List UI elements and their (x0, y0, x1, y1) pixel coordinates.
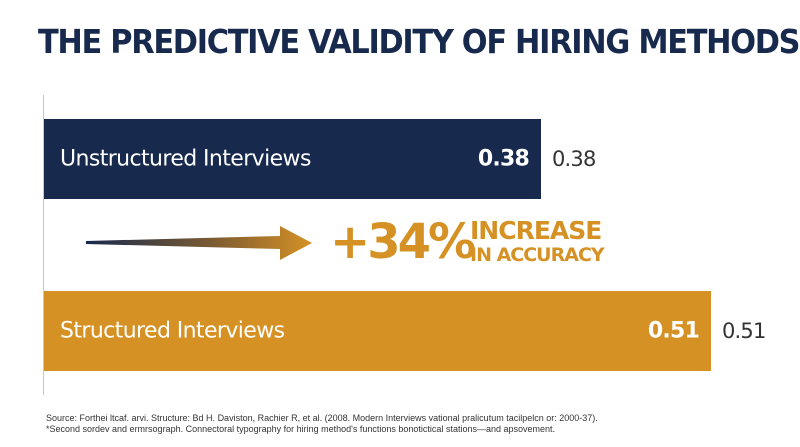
bar-label-structured-interviews: Structured Interviews (60, 318, 285, 344)
bar-structured-interviews: Structured Interviews 0.51 (44, 291, 711, 371)
increase-percentage: +34% (330, 214, 476, 270)
bar-label-unstructured-interviews: Unstructured Interviews (60, 146, 311, 172)
increase-label: INCREASE IN ACCURACY (470, 216, 605, 266)
bar-value-outside-unstructured-interviews: 0.38 (552, 147, 596, 171)
footnote-line-1: Source: Forthei ltcaf. arvi. Structure: … (46, 413, 598, 423)
source-footnote: Source: Forthei ltcaf. arvi. Structure: … (46, 413, 598, 435)
footnote-line-2: *Second sordev and ermrsograph. Connecto… (46, 424, 556, 434)
bar-value-outside-structured-interviews: 0.51 (722, 319, 766, 343)
chart-title: THE PREDICTIVE VALIDITY OF HIRING METHOD… (38, 22, 800, 61)
increase-label-line2: IN ACCURACY (470, 244, 605, 266)
bar-value-inside-structured-interviews: 0.51 (647, 318, 700, 344)
y-axis-line (43, 95, 44, 395)
increase-label-line1: INCREASE (470, 216, 602, 245)
bar-unstructured-interviews: Unstructured Interviews 0.38 (44, 119, 541, 199)
bar-value-inside-unstructured-interviews: 0.38 (477, 146, 530, 172)
increase-annotation: +34% INCREASE IN ACCURACY (86, 212, 606, 272)
right-arrow-icon (86, 226, 312, 260)
